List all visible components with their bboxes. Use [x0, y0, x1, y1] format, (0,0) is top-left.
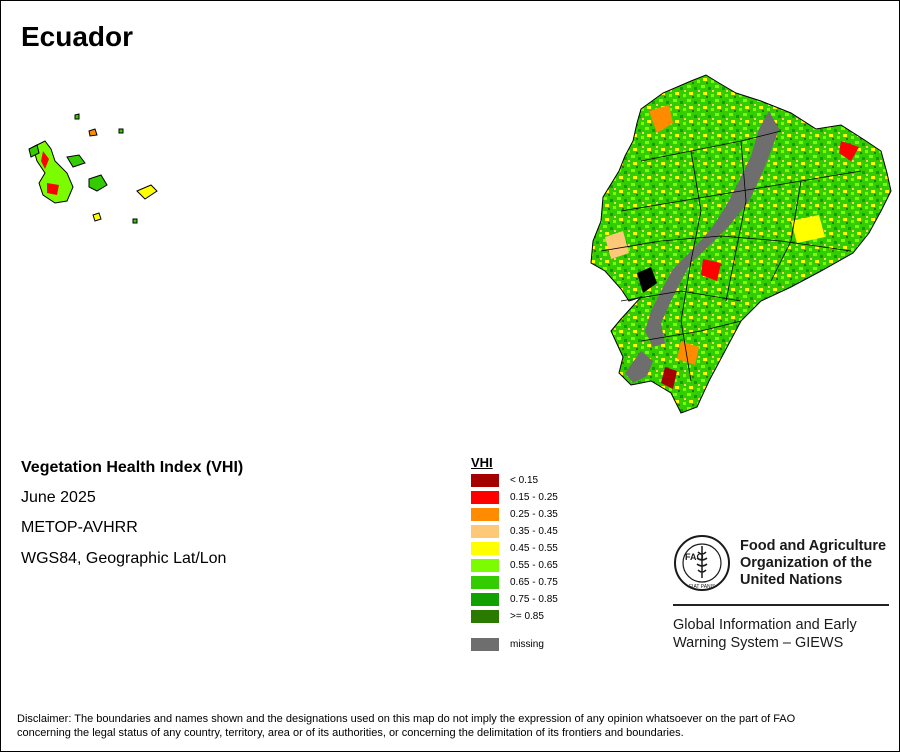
province-boundaries — [600, 130, 862, 382]
mainland-outline — [590, 74, 892, 414]
stress-patch-north — [649, 105, 673, 133]
missing-data-south — [625, 351, 653, 383]
legend-item: 0.15 - 0.25 — [471, 491, 558, 504]
giews-line: Global Information and Early — [673, 617, 857, 633]
stress-patch-northeast — [839, 141, 859, 161]
legend-label: 0.75 - 0.85 — [510, 594, 558, 605]
legend-swatch — [471, 610, 499, 623]
fao-seal-text: FAO — [685, 552, 704, 562]
legend-label: 0.35 - 0.45 — [510, 526, 558, 537]
moderate-patch-east — [791, 215, 825, 243]
fao-name: Food and Agriculture Organization of the… — [740, 538, 886, 589]
disclaimer: Disclaimer: The boundaries and names sho… — [17, 712, 887, 740]
legend-label: 0.45 - 0.55 — [510, 543, 558, 554]
stress-patch-southwest — [661, 367, 677, 389]
espanola-island — [92, 212, 102, 222]
disclaimer-line: Disclaimer: The boundaries and names sho… — [17, 713, 796, 725]
fao-name-line: Organization of the — [740, 555, 873, 571]
santa-cruz-island — [88, 174, 108, 192]
san-cristobal-island — [136, 184, 158, 200]
legend-item: < 0.15 — [471, 474, 538, 487]
fao-logo-icon: FAO FIAT PANIS — [674, 535, 730, 591]
fernandina-island — [28, 144, 40, 158]
legend-item: 0.65 - 0.75 — [471, 576, 558, 589]
index-name: Vegetation Health Index (VHI) — [21, 459, 244, 476]
giews-label: Global Information and Early Warning Sys… — [673, 616, 857, 652]
missing-data-andes — [645, 111, 779, 347]
stress-patch-south — [677, 341, 699, 365]
galapagos-islands — [28, 113, 158, 224]
pinta-island — [118, 128, 124, 134]
legend-label: 0.65 - 0.75 — [510, 577, 558, 588]
legend-item: 0.25 - 0.35 — [471, 508, 558, 521]
legend-swatch — [471, 593, 499, 606]
period: June 2025 — [21, 489, 96, 506]
legend-label: 0.15 - 0.25 — [510, 492, 558, 503]
legend-swatch — [471, 559, 499, 572]
fao-name-line: Food and Agriculture — [740, 538, 887, 554]
legend-item: 0.75 - 0.85 — [471, 593, 558, 606]
legend-swatch-missing — [471, 638, 499, 651]
stress-patch-central — [701, 259, 721, 281]
legend-swatch — [471, 542, 499, 555]
sensor: METOP-AVHRR — [21, 519, 138, 536]
legend-title: VHI — [471, 455, 493, 470]
isabela-stress — [41, 151, 59, 195]
legend-label-missing: missing — [510, 639, 544, 650]
marchena-island — [74, 113, 80, 120]
legend-swatch — [471, 525, 499, 538]
legend-item: 0.45 - 0.55 — [471, 542, 558, 555]
legend-item: 0.35 - 0.45 — [471, 525, 558, 538]
legend-swatch — [471, 508, 499, 521]
legend-item: 0.55 - 0.65 — [471, 559, 558, 572]
legend-item-missing: missing — [471, 638, 544, 651]
legend-item: >= 0.85 — [471, 610, 544, 623]
floreana-island — [132, 218, 138, 224]
fao-name-line: United Nations — [740, 572, 843, 588]
genovesa-island — [88, 128, 98, 137]
legend-swatch — [471, 576, 499, 589]
map-title: Ecuador — [21, 21, 134, 52]
legend-swatch — [471, 491, 499, 504]
legend-label: 0.25 - 0.35 — [510, 509, 558, 520]
legend-label: 0.55 - 0.65 — [510, 560, 558, 571]
santiago-island — [66, 154, 86, 168]
divider — [673, 604, 889, 606]
disclaimer-line: concerning the legal status of any count… — [17, 727, 684, 739]
moderate-patch-coast — [605, 231, 629, 259]
fao-seal-motto: FIAT PANIS — [689, 584, 716, 590]
water-gulf — [637, 267, 657, 293]
legend-label: < 0.15 — [510, 475, 539, 486]
projection: WGS84, Geographic Lat/Lon — [21, 550, 227, 567]
legend-label: >= 0.85 — [510, 611, 544, 622]
ecuador-mainland — [590, 74, 892, 414]
giews-line: Warning System – GIEWS — [673, 635, 844, 651]
legend-swatch — [471, 474, 499, 487]
